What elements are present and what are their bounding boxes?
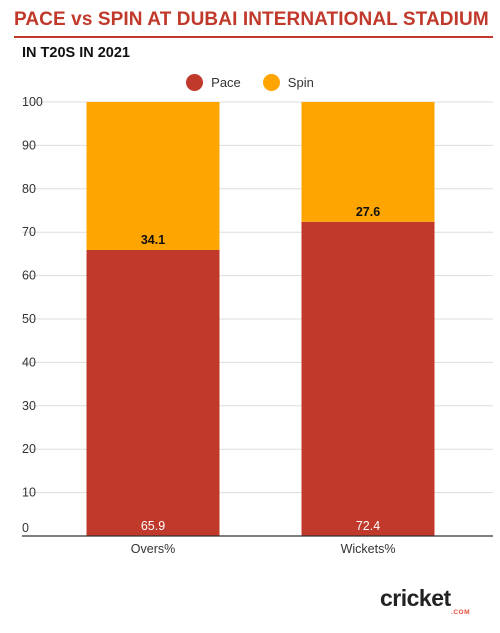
y-tick-label-60: 60 <box>22 269 36 283</box>
x-tick-label-wickets: Wickets% <box>341 542 396 556</box>
y-tick-label-30: 30 <box>22 399 36 413</box>
chart-subtitle: IN T20S IN 2021 <box>22 45 130 61</box>
bar-spin-overs <box>86 102 220 250</box>
y-tick-label-10: 10 <box>22 486 36 500</box>
bar-pace-overs <box>86 249 220 536</box>
data-label-spin-wickets: 27.6 <box>356 205 380 219</box>
legend-label-spin: Spin <box>287 75 314 90</box>
x-tick-label-overs: Overs% <box>131 542 175 556</box>
y-tick-label-50: 50 <box>22 312 36 326</box>
y-tick-label-100: 100 <box>22 95 43 109</box>
y-tick-label-80: 80 <box>22 182 36 196</box>
bar-spin-wickets <box>301 102 435 222</box>
chart-title: PACE vs SPIN AT DUBAI INTERNATIONAL STAD… <box>14 9 489 30</box>
brand-logo: cricket .COM <box>380 585 470 617</box>
brand-wordmark: cricket <box>380 585 451 611</box>
bar-pace-wickets <box>301 221 435 536</box>
legend-swatch-pace <box>186 74 204 91</box>
brand-domain: .COM <box>451 609 470 616</box>
data-label-pace-overs: 65.9 <box>141 519 165 533</box>
data-label-pace-wickets: 72.4 <box>356 519 380 533</box>
y-tick-label-90: 90 <box>22 138 36 152</box>
legend-swatch-spin <box>262 74 280 91</box>
legend-label-pace: Pace <box>211 75 241 90</box>
legend-item-pace: Pace <box>186 74 241 91</box>
y-tick-label-40: 40 <box>22 355 36 369</box>
y-tick-label-20: 20 <box>22 442 36 456</box>
y-tick-label-0: 0 <box>22 521 29 535</box>
chart-legend: Pace Spin <box>0 74 500 91</box>
title-divider <box>14 36 493 38</box>
data-label-spin-overs: 34.1 <box>141 233 165 247</box>
y-tick-label-70: 70 <box>22 225 36 239</box>
legend-item-spin: Spin <box>262 74 314 91</box>
